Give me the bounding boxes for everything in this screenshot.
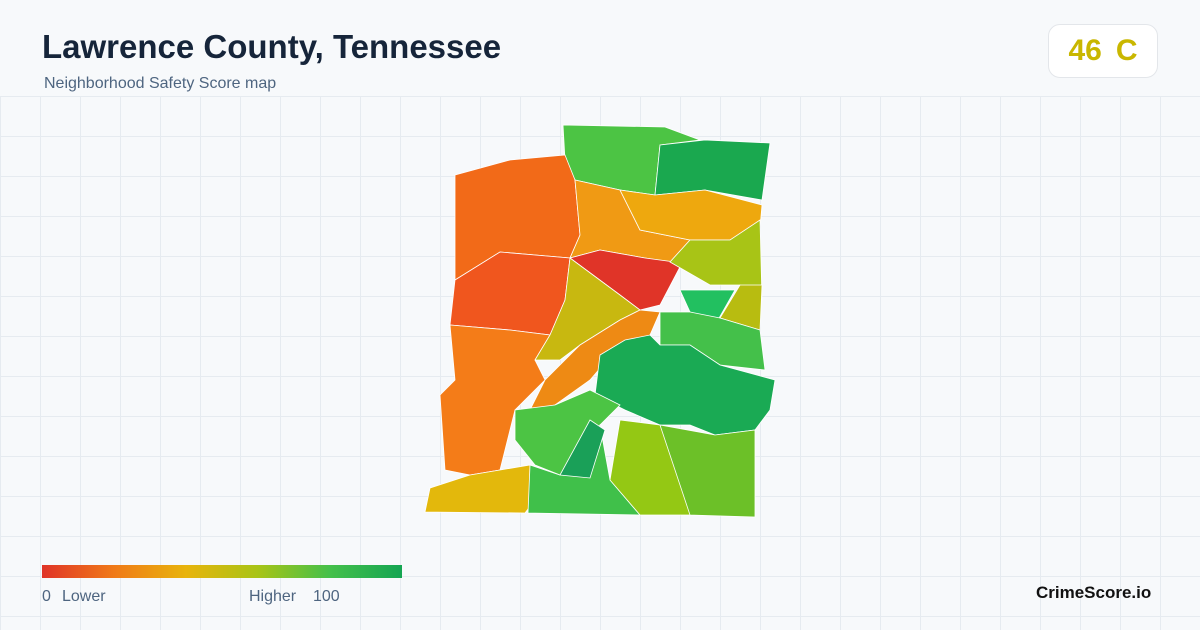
brand: CrimeScore.io xyxy=(1036,583,1152,602)
score-grade: C xyxy=(1115,34,1138,67)
legend-max-label: Higher xyxy=(249,588,297,605)
title: Lawrence County, Tennessee xyxy=(42,28,502,65)
region xyxy=(439,324,551,476)
region xyxy=(654,139,771,201)
score-value: 46 xyxy=(1068,34,1102,67)
region xyxy=(534,257,641,361)
region xyxy=(559,419,606,479)
header xyxy=(0,0,1200,96)
legend-min: 0 xyxy=(42,588,51,605)
region xyxy=(659,424,756,518)
legend-min-label: Lower xyxy=(62,588,106,605)
score-badge: 46 C xyxy=(1048,24,1158,78)
region xyxy=(594,334,776,436)
legend-max: 100 xyxy=(313,588,340,605)
regions xyxy=(424,124,776,518)
legend-gradient xyxy=(42,565,402,578)
subtitle: Neighborhood Safety Score map xyxy=(44,75,277,92)
